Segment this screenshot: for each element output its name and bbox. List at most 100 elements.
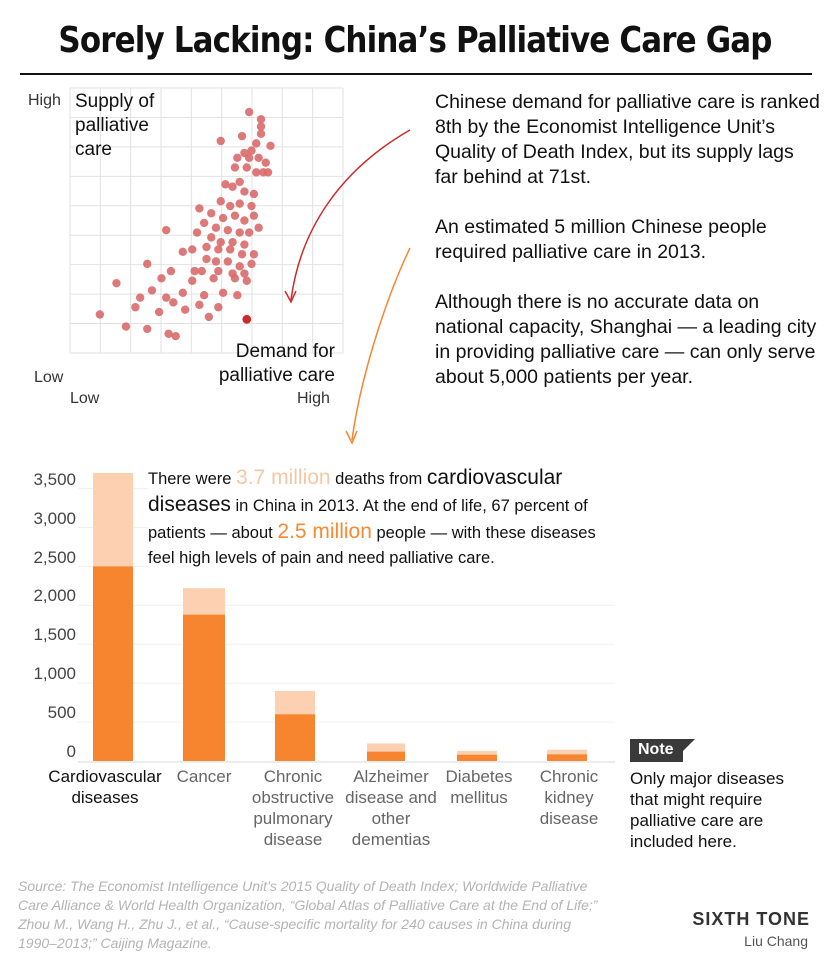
y-axis-title-line: care	[75, 139, 112, 160]
callout-text: in China in 2013. At the end of life, 67…	[148, 497, 588, 542]
data-point	[240, 187, 249, 196]
y-tick-label: 3,500	[33, 470, 76, 489]
data-point	[247, 259, 256, 269]
data-point	[131, 303, 140, 312]
callout-text: deaths from	[330, 470, 427, 488]
title-rule	[20, 73, 812, 75]
data-point	[221, 180, 230, 189]
data-point	[143, 324, 152, 334]
bar-palliative	[275, 714, 315, 761]
data-point	[192, 228, 202, 237]
data-point	[211, 223, 221, 232]
data-point	[190, 266, 199, 276]
data-point	[121, 322, 131, 331]
y-axis-title-line: palliative	[75, 115, 149, 136]
category-label: Cardiovascular diseases	[48, 767, 162, 807]
data-point	[226, 245, 235, 254]
data-point	[263, 168, 273, 177]
note-text: Only major diseases that might require p…	[630, 769, 785, 851]
paragraph-estimate: An estimated 5 million Chinese people re…	[435, 216, 767, 263]
page-title: Sorely Lacking: China’s Palliative Care …	[58, 20, 772, 61]
data-point	[256, 129, 266, 138]
y-axis-title-line: Supply of	[75, 91, 155, 112]
y-axis-high-label: High	[28, 92, 61, 109]
arrow-to-bar-chart-head	[345, 430, 358, 445]
data-point	[244, 107, 254, 117]
source-citation: Source: The Economist Intelligence Unit’…	[18, 878, 598, 951]
data-point	[235, 199, 244, 208]
data-point	[204, 312, 214, 322]
data-point	[235, 228, 244, 237]
x-axis-low-label: Low	[70, 390, 100, 407]
data-point	[254, 223, 263, 232]
y-axis-title: Supply of palliative care	[75, 90, 154, 162]
data-point	[154, 307, 164, 317]
data-point	[247, 146, 256, 155]
data-point	[162, 293, 171, 302]
data-point	[252, 139, 261, 148]
data-point	[249, 189, 259, 199]
y-tick-label: 0	[66, 742, 76, 761]
data-point	[188, 245, 197, 254]
data-point	[233, 153, 242, 163]
data-point	[169, 298, 178, 307]
scatter-plot	[69, 87, 344, 354]
category-label: Chronic obstructive pulmonary disease	[251, 767, 335, 849]
data-point	[216, 197, 225, 206]
data-point	[218, 213, 228, 223]
data-point	[230, 211, 240, 220]
data-point	[166, 266, 176, 276]
data-point	[223, 257, 233, 266]
china-data-point	[242, 314, 252, 324]
data-point	[199, 291, 209, 300]
data-point	[261, 158, 270, 167]
data-point	[223, 225, 233, 235]
arrow-to-highlight-head	[284, 290, 297, 304]
data-point	[252, 168, 261, 177]
note-badge: Note	[630, 739, 695, 762]
y-tick-label: 1,500	[33, 625, 76, 644]
data-point	[226, 201, 235, 211]
data-point	[164, 329, 173, 338]
data-point	[188, 276, 197, 285]
bar-palliative	[547, 754, 587, 761]
data-point	[197, 266, 206, 276]
data-point	[228, 182, 237, 191]
y-tick-label: 2,500	[33, 548, 76, 567]
data-point	[233, 291, 242, 300]
data-point	[240, 269, 249, 278]
data-point	[242, 276, 251, 285]
data-point	[235, 177, 244, 187]
arrow-to-bar-chart	[351, 247, 411, 441]
data-point	[202, 242, 211, 252]
y-tick-label: 1,000	[33, 664, 76, 683]
data-point	[147, 286, 157, 295]
deaths-figure: 3.7 million	[236, 466, 331, 489]
arrow-to-highlight	[290, 129, 411, 301]
data-point	[249, 211, 259, 220]
data-point	[112, 278, 121, 288]
data-point	[230, 274, 240, 283]
data-point	[235, 262, 244, 271]
bar-palliative	[457, 754, 497, 761]
y-axis-low-label: Low	[34, 369, 64, 386]
data-point	[256, 115, 266, 124]
data-point	[228, 237, 237, 247]
bar-palliative	[93, 566, 133, 761]
data-point	[214, 245, 223, 254]
data-point	[218, 288, 228, 297]
bar-palliative	[183, 614, 225, 761]
data-point	[171, 331, 180, 341]
data-point	[214, 266, 223, 276]
y-tick-label: 2,000	[33, 586, 76, 605]
cardiovascular-emphasis: cardiovascular diseases	[148, 466, 563, 516]
data-point	[216, 237, 225, 247]
cardiovascular-callout: There were 3.7 million deaths from cardi…	[148, 465, 618, 571]
paragraph-ranking: Chinese demand for palliative care is ra…	[435, 91, 820, 188]
data-point	[247, 201, 256, 211]
data-point	[240, 240, 249, 249]
x-axis-title-line: Demand for	[235, 341, 335, 362]
y-tick-label: 500	[47, 703, 76, 722]
data-point	[244, 153, 254, 163]
